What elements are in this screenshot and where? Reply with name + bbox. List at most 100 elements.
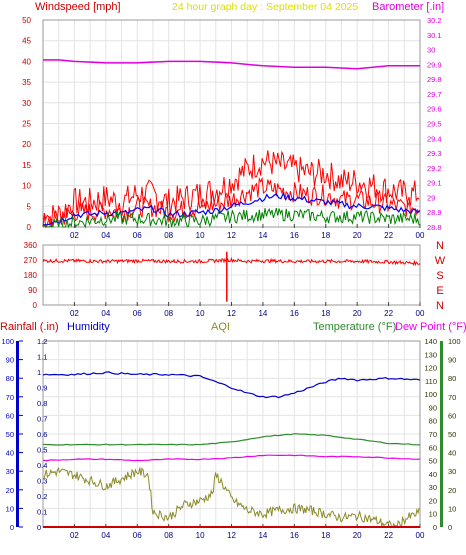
temperature-tick-label: 40: [429, 470, 437, 479]
humidity-tick-label: 30: [6, 467, 14, 476]
temperature-tick-label: 100: [424, 390, 437, 399]
compass-label: S: [436, 270, 443, 282]
direction-x-tick-label: 20: [353, 309, 362, 318]
humidity-tick-label: 20: [6, 486, 14, 495]
barometer-tick-label: 29.5: [427, 120, 442, 129]
humidity-tick-label: 60: [6, 411, 14, 420]
direction-tick-label: 0: [33, 301, 38, 310]
windspeed-label: Windspeed [mph]: [35, 1, 121, 13]
lower-x-tick-label: 06: [133, 531, 142, 540]
compass-label: N: [436, 240, 444, 252]
humidity-tick-label: 50: [6, 430, 14, 439]
windspeed-tick-label: 10: [22, 182, 31, 191]
wind-average-line: [42, 191, 421, 226]
windspeed-tick-label: 15: [22, 161, 31, 170]
wind-speed-line: [42, 176, 420, 228]
windspeed-tick-label: 20: [22, 140, 31, 149]
humidity-tick-label: 40: [6, 449, 14, 458]
wind-gust-line: [42, 150, 420, 229]
lower-x-tick-label: 22: [384, 531, 393, 540]
wind-x-tick-label: 16: [290, 231, 299, 240]
aqi-line: [42, 466, 420, 529]
graph-title: 24 hour graph day : September 04 2025: [172, 1, 358, 13]
humidity-tick-label: 100: [1, 337, 14, 346]
temperature-line: [42, 433, 421, 446]
aqi-tick-label: 90: [448, 356, 456, 365]
wind-x-tick-label: 06: [133, 231, 142, 240]
rainfall-label: Rainfall (.in): [0, 321, 59, 333]
windspeed-tick-label: 40: [22, 57, 31, 66]
direction-x-tick-label: 04: [101, 309, 110, 318]
barometer-tick-label: 30.1: [427, 31, 442, 40]
direction-x-tick-label: 00: [416, 309, 425, 318]
rain-tick-label: 0: [37, 523, 41, 532]
barometer-tick-label: 29.9: [427, 60, 442, 69]
temperature-tick-label: 20: [429, 496, 437, 505]
barometer-tick-label: 28.8: [427, 223, 442, 232]
humidity-tick-label: 10: [6, 504, 14, 513]
rain-tick-label: 0.3: [37, 477, 47, 486]
rain-tick-label: 0.1: [37, 508, 47, 517]
direction-tick-label: 180: [24, 271, 38, 280]
temperature-tick-label: 140: [424, 337, 437, 346]
lower-x-tick-label: 12: [227, 531, 236, 540]
direction-tick-label: 270: [24, 256, 38, 265]
temperature-tick-label: 110: [425, 377, 437, 386]
rain-tick-label: 0.4: [37, 461, 47, 470]
barometer-tick-label: 29.2: [427, 164, 442, 173]
direction-x-tick-label: 18: [321, 309, 330, 318]
wind-x-tick-label: 18: [321, 231, 330, 240]
rain-tick-label: 0.9: [37, 384, 47, 393]
temperature-tick-label: 90: [429, 403, 437, 412]
barometer-tick-label: 29.1: [427, 179, 442, 188]
rain-tick-label: 0.5: [37, 446, 47, 455]
compass-label: E: [436, 285, 443, 297]
wind-x-tick-label: 20: [353, 231, 362, 240]
temperature-tick-label: 130: [424, 350, 437, 359]
direction-x-tick-label: 22: [384, 309, 393, 318]
lower-x-tick-label: 04: [101, 531, 110, 540]
barometer-line: [43, 59, 420, 70]
wind-direction-line: [42, 257, 421, 267]
direction-tick-label: 90: [28, 286, 37, 295]
barometer-tick-label: 29.8: [427, 75, 442, 84]
temperature-tick-label: 120: [424, 364, 437, 373]
lower-x-tick-label: 02: [70, 531, 79, 540]
aqi-tick-label: 50: [448, 430, 456, 439]
humidity-line: [42, 371, 421, 399]
rain-tick-label: 1.2: [37, 337, 47, 346]
wind-x-tick-label: 12: [227, 231, 236, 240]
wind-barometer-panel: 0 5 10 15 20 25 30 35 40 45 50 28.8 28.9 29 29.1 29.2 29…: [22, 16, 442, 240]
temperature-tick-label: 10: [429, 510, 437, 519]
wind-x-tick-label: 14: [258, 231, 267, 240]
barometer-tick-label: 29.4: [427, 134, 442, 143]
barometer-tick-label: 29.7: [427, 90, 442, 99]
windspeed-tick-label: 30: [22, 99, 31, 108]
windspeed-tick-label: 0: [27, 223, 32, 232]
barometer-label: Barometer [.in]: [372, 1, 444, 13]
direction-x-tick-label: 12: [227, 309, 236, 318]
aqi-tick-label: 0: [448, 523, 452, 532]
wind-x-tick-label: 08: [164, 231, 173, 240]
direction-x-tick-label: 10: [196, 309, 205, 318]
wind-low-line: [42, 207, 420, 229]
aqi-label: AQI: [211, 321, 230, 333]
direction-x-tick-label: 06: [133, 309, 142, 318]
barometer-tick-label: 30: [427, 46, 435, 55]
wind-x-tick-label: 02: [70, 231, 79, 240]
aqi-tick-label: 80: [448, 374, 456, 383]
rain-tick-label: 1: [37, 368, 41, 377]
rain-humidity-temperature-panel: 010203040506070809010000.10.20.30.40.50.…: [1, 337, 460, 540]
windspeed-tick-label: 50: [22, 16, 31, 25]
lower-x-tick-label: 20: [353, 531, 362, 540]
barometer-tick-label: 29: [427, 193, 435, 202]
aqi-tick-label: 40: [448, 449, 456, 458]
rain-tick-label: 0.8: [37, 399, 47, 408]
temperature-tick-label: 80: [429, 417, 437, 426]
temperature-tick-label: 50: [429, 457, 437, 466]
windspeed-tick-label: 45: [22, 37, 31, 46]
lower-x-tick-label: 00: [416, 531, 425, 540]
aqi-tick-label: 100: [448, 337, 461, 346]
humidity-tick-label: 90: [6, 356, 14, 365]
